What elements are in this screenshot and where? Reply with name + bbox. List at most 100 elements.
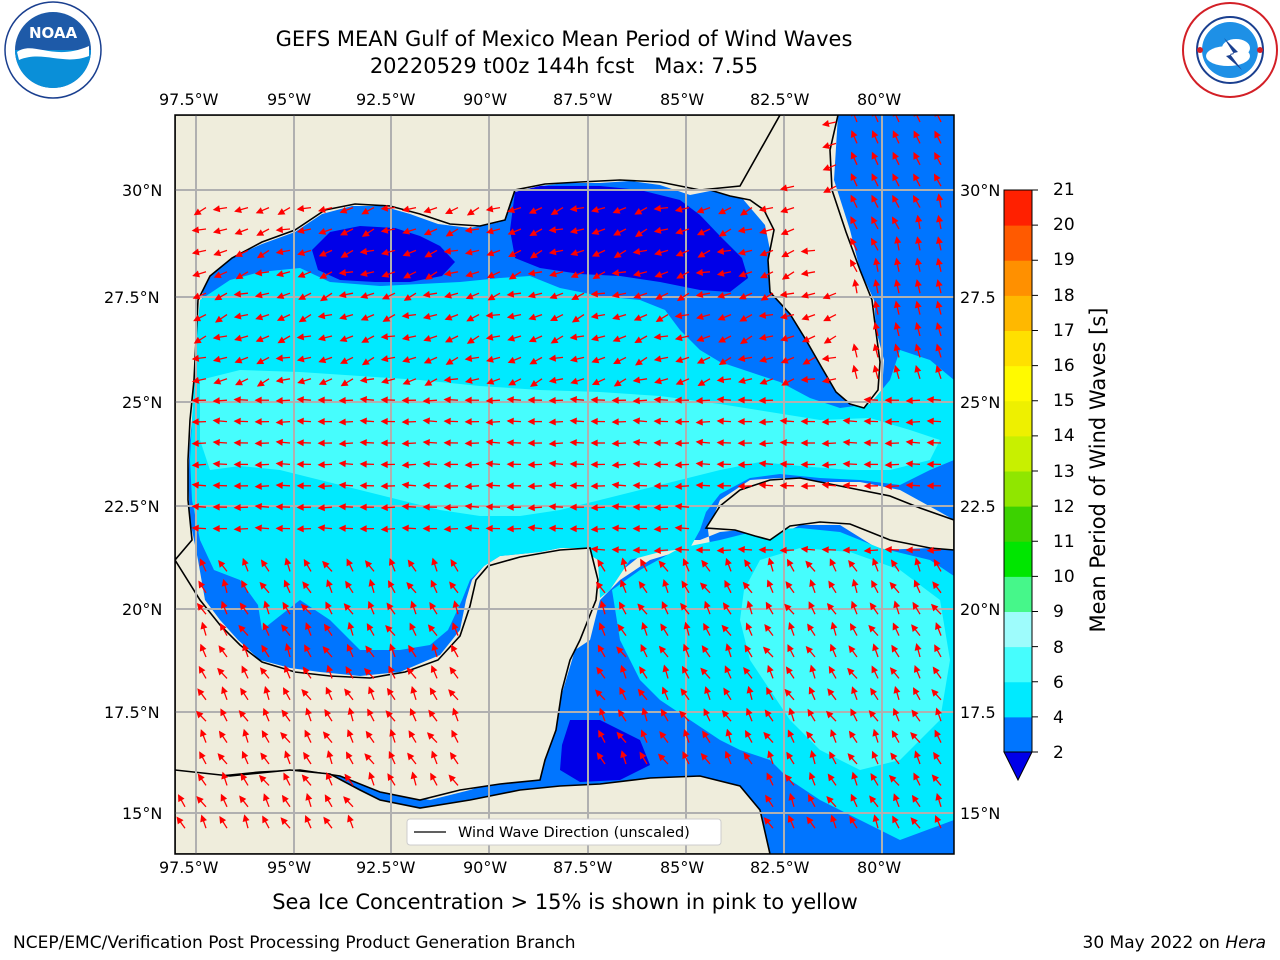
lat-tick-left: 15°N (122, 804, 163, 823)
wind-wave-arrowhead (212, 503, 220, 511)
wind-wave-arrowhead (591, 228, 600, 235)
wind-wave-arrowhead (788, 707, 796, 716)
wind-wave-arrowhead (403, 294, 412, 301)
wind-wave-arrowhead (305, 792, 313, 801)
wind-wave-arrowhead (259, 581, 267, 590)
wind-wave-arrowhead (322, 560, 330, 569)
wind-wave-arrowhead (696, 313, 704, 320)
wind-wave-arrowhead (464, 503, 472, 511)
wind-wave-arrowhead (935, 792, 943, 801)
wind-wave-arrowhead (339, 206, 348, 214)
wind-wave-arrowhead (406, 667, 414, 676)
wind-wave-arrowhead (842, 438, 850, 447)
wind-wave-arrowhead (359, 460, 367, 468)
wind-wave-arrowhead (611, 291, 620, 299)
wind-wave-arrowhead (388, 750, 396, 759)
lat-tick-right: 22.5 (960, 497, 996, 516)
wind-wave-arrowhead (780, 357, 789, 364)
wind-wave-arrowhead (871, 194, 878, 203)
wind-wave-arrowhead (449, 581, 457, 590)
wind-wave-arrowhead (598, 622, 606, 631)
wind-wave-arrowhead (401, 205, 410, 213)
wind-wave-arrowhead (830, 621, 838, 630)
wind-wave-arrowhead (805, 560, 813, 569)
wind-wave-arrowhead (569, 205, 578, 213)
wind-wave-arrowhead (363, 668, 372, 676)
wind-wave-arrowhead (653, 460, 661, 468)
wind-wave-arrowhead (863, 460, 871, 468)
wind-wave-arrowhead (284, 750, 291, 759)
wind-wave-arrowhead (318, 250, 327, 257)
wind-wave-arrowhead (486, 227, 494, 235)
wind-wave-arrowhead (450, 644, 458, 653)
wind-wave-arrowhead (485, 311, 493, 319)
wind-wave-arrowhead (914, 343, 922, 352)
wind-wave-arrowhead (721, 709, 730, 718)
wind-wave-arrowhead (759, 227, 767, 235)
wind-wave-arrowhead (425, 272, 433, 280)
wind-wave-arrowhead (785, 666, 793, 675)
wind-wave-arrowhead (888, 775, 897, 783)
wind-wave-arrowhead (872, 343, 880, 352)
wind-wave-arrowhead (381, 293, 390, 300)
wind-wave-arrowhead (177, 794, 185, 803)
lon-tick-top: 90°W (463, 90, 508, 109)
lon-tick-top: 92.5°W (356, 90, 416, 109)
wind-wave-arrowhead (402, 227, 411, 235)
wind-wave-arrowhead (296, 503, 304, 511)
wind-wave-arrowhead (737, 248, 746, 256)
wind-wave-arrowhead (930, 603, 939, 612)
wind-wave-arrowhead (591, 250, 600, 257)
wind-wave-arrowhead (380, 460, 388, 469)
wind-wave-arrowhead (254, 396, 262, 404)
wind-wave-arrowhead (744, 644, 752, 653)
wind-wave-arrowhead (821, 418, 829, 426)
wind-wave-arrowhead (809, 579, 816, 588)
wind-wave-arrowhead (695, 418, 703, 426)
wind-wave-arrowhead (637, 603, 645, 612)
wind-wave-arrowhead (683, 729, 690, 737)
wind-wave-arrowhead (283, 772, 290, 781)
wind-wave-arrowhead (850, 194, 857, 203)
sea-ice-caption: Sea Ice Concentration > 15% is shown in … (272, 890, 858, 914)
wind-wave-arrowhead (233, 290, 242, 298)
wind-wave-arrowhead (716, 396, 724, 404)
colorbar-tick: 13 (1053, 462, 1075, 482)
wind-wave-arrowhead (873, 257, 881, 266)
wind-wave-arrowhead (821, 546, 829, 554)
wind-wave-arrowhead (617, 709, 625, 718)
wind-wave-arrowhead (326, 579, 333, 588)
wind-wave-arrowhead (506, 417, 514, 425)
wind-wave-arrowhead (407, 752, 415, 761)
wind-wave-arrowhead (218, 730, 226, 739)
wind-wave-arrowhead (893, 685, 901, 694)
gulf-water-lightcyan (200, 370, 940, 516)
wind-wave-arrowhead (465, 270, 474, 278)
wind-wave-arrowhead (380, 482, 388, 490)
wind-wave-arrowhead (386, 687, 394, 696)
wind-wave-arrowhead (283, 664, 291, 673)
wind-wave-arrowhead (863, 417, 871, 425)
wind-wave-arrowhead (737, 355, 746, 363)
wind-wave-arrowhead (464, 226, 473, 234)
wind-wave-arrowhead (884, 396, 892, 404)
wind-wave-arrowhead (910, 732, 918, 740)
wind-wave-arrowhead (739, 315, 748, 322)
wind-wave-arrowhead (737, 482, 745, 490)
wind-wave-arrowhead (550, 336, 559, 344)
wind-wave-arrowhead (911, 709, 919, 718)
wind-wave-arrowhead (871, 151, 879, 160)
wind-wave-arrowhead (786, 751, 794, 760)
lon-tick-bottom: 80°W (857, 858, 902, 877)
wind-wave-arrowhead (641, 707, 649, 716)
wind-wave-arrowhead (655, 315, 664, 323)
wind-wave-arrowhead (317, 461, 325, 469)
wind-wave-arrowhead (238, 624, 246, 633)
wind-wave-arrowhead (212, 417, 220, 425)
wind-wave-arrowhead (893, 300, 901, 309)
wind-wave-arrowhead (193, 336, 202, 344)
wind-wave-arrowhead (632, 417, 640, 425)
wind-wave-arrowhead (548, 481, 556, 489)
wind-wave-arrowhead (821, 461, 829, 469)
colorbar-segment (1004, 295, 1032, 331)
